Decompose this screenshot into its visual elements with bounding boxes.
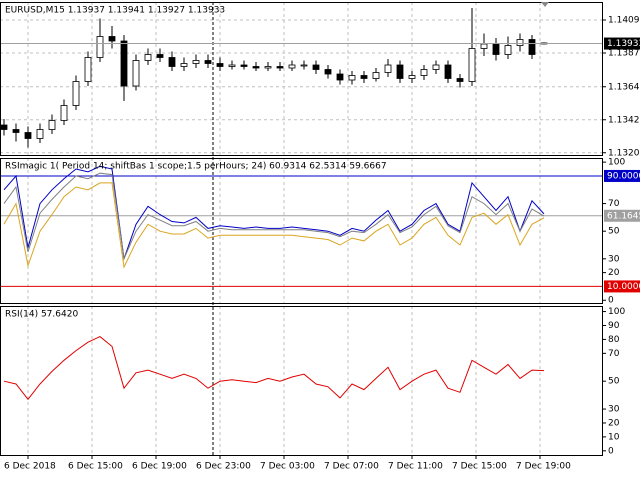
y-tick-label: 90 <box>608 321 620 331</box>
candle-body <box>144 54 152 61</box>
y-tick-label: 20 <box>608 418 620 428</box>
y-tick-label: 0 <box>608 446 614 456</box>
candle-body <box>12 129 20 133</box>
candle-body <box>480 43 488 49</box>
candle-body <box>468 48 476 82</box>
y-tick-label: 100 <box>608 307 625 317</box>
series-line <box>3 165 545 259</box>
y-tick-label: 20 <box>608 268 620 278</box>
candle-body <box>288 64 296 69</box>
x-tick-label: 7 Dec 03:00 <box>260 462 315 472</box>
candle-body <box>228 64 236 67</box>
candle-body <box>96 36 104 58</box>
pane-frame <box>0 158 603 304</box>
x-tick-label: 6 Dec 15:00 <box>68 462 123 472</box>
grid-layer <box>0 2 602 455</box>
y-tick-label: 100 <box>608 158 625 168</box>
candle-body <box>72 81 80 106</box>
y-tick-label: 70 <box>608 349 620 359</box>
level-box <box>604 280 640 293</box>
candle-body <box>408 75 416 79</box>
last-price-box <box>604 37 640 50</box>
candle-body <box>492 43 500 55</box>
pane-title: RSImagic 1( Period 14; shiftBas 1 scope;… <box>5 162 387 172</box>
label-layer: 1.14090 1.13870 1.13645 1.13425 1.13205 EURUS… <box>4 6 640 472</box>
candle-body <box>24 132 32 139</box>
x-tick-label: 7 Dec 19:00 <box>516 462 571 472</box>
candle-body <box>336 73 344 81</box>
candle-body <box>132 60 140 87</box>
candle-body <box>168 57 176 67</box>
candle-body <box>60 105 68 121</box>
x-tick-label: 7 Dec 11:00 <box>388 462 443 472</box>
candle-body <box>300 64 308 67</box>
y-tick-label: 1.13870 <box>608 49 640 59</box>
level-box <box>604 169 640 182</box>
candle-body <box>396 64 404 79</box>
y-tick-label: 50 <box>608 227 620 237</box>
x-tick-label: 6 Dec 19:00 <box>132 462 187 472</box>
candle-body <box>252 66 260 69</box>
y-tick-label: 1.14090 <box>608 16 640 26</box>
candle-body <box>276 66 284 69</box>
series-line <box>3 336 545 401</box>
last-price-label: 1.13933 <box>607 39 640 49</box>
candle-body <box>528 39 536 55</box>
level-box <box>604 209 640 222</box>
candle-body <box>444 64 452 79</box>
candle-body <box>504 45 512 55</box>
pane-frame <box>0 306 603 456</box>
candle-body <box>108 36 116 42</box>
candle-body <box>420 69 428 76</box>
level-label: 61.1645 <box>607 211 640 221</box>
level-label: 10.0000 <box>607 282 640 292</box>
candle-body <box>456 78 464 82</box>
x-tick-label: 6 Dec 23:00 <box>196 462 251 472</box>
candle-body <box>516 39 524 46</box>
candle-body <box>264 66 272 69</box>
y-tick-label: 50 <box>608 377 620 387</box>
y-tick-label: 0 <box>608 296 614 306</box>
candle-body <box>240 64 248 67</box>
pane-title: EURUSD,M15 1.13937 1.13941 1.13927 1.139… <box>5 6 225 16</box>
candle-body <box>348 75 356 81</box>
candle-body <box>120 40 128 87</box>
x-tick-label: 7 Dec 07:00 <box>324 462 379 472</box>
candle-body <box>324 69 332 75</box>
candle-body <box>84 57 92 82</box>
pane-title: RSI(14) 57.6420 <box>5 310 78 320</box>
x-tick-label: 7 Dec 15:00 <box>452 462 507 472</box>
pane-frame <box>0 2 603 156</box>
candle-body <box>360 75 368 79</box>
candle-body <box>180 63 188 67</box>
candle-body <box>216 63 224 67</box>
y-tick-label: 30 <box>608 254 620 264</box>
candle-body <box>192 60 200 64</box>
x-tick-label: 6 Dec 2018 <box>4 462 56 472</box>
candle-body <box>156 54 164 58</box>
candle-body <box>384 64 392 73</box>
candle-body <box>36 129 44 139</box>
y-tick-label: 1.13205 <box>608 148 640 158</box>
scroll-marker <box>541 2 549 7</box>
candle-body <box>432 64 440 70</box>
data-layer <box>0 8 602 401</box>
y-tick-label: 1.13645 <box>608 82 640 92</box>
level-label: 90.0000 <box>607 171 640 181</box>
y-tick-label: 70 <box>608 199 620 209</box>
candle-body <box>48 120 56 130</box>
y-tick-label: 10 <box>608 432 620 442</box>
series-line <box>3 172 545 261</box>
candle-body <box>204 60 212 64</box>
series-line <box>3 182 545 269</box>
y-tick-label: 1.13425 <box>608 115 640 125</box>
candle-body <box>372 72 380 79</box>
y-tick-label: 80 <box>608 335 620 345</box>
candle-body <box>312 64 320 70</box>
y-tick-label: 30 <box>608 405 620 415</box>
candle-body <box>0 124 8 130</box>
